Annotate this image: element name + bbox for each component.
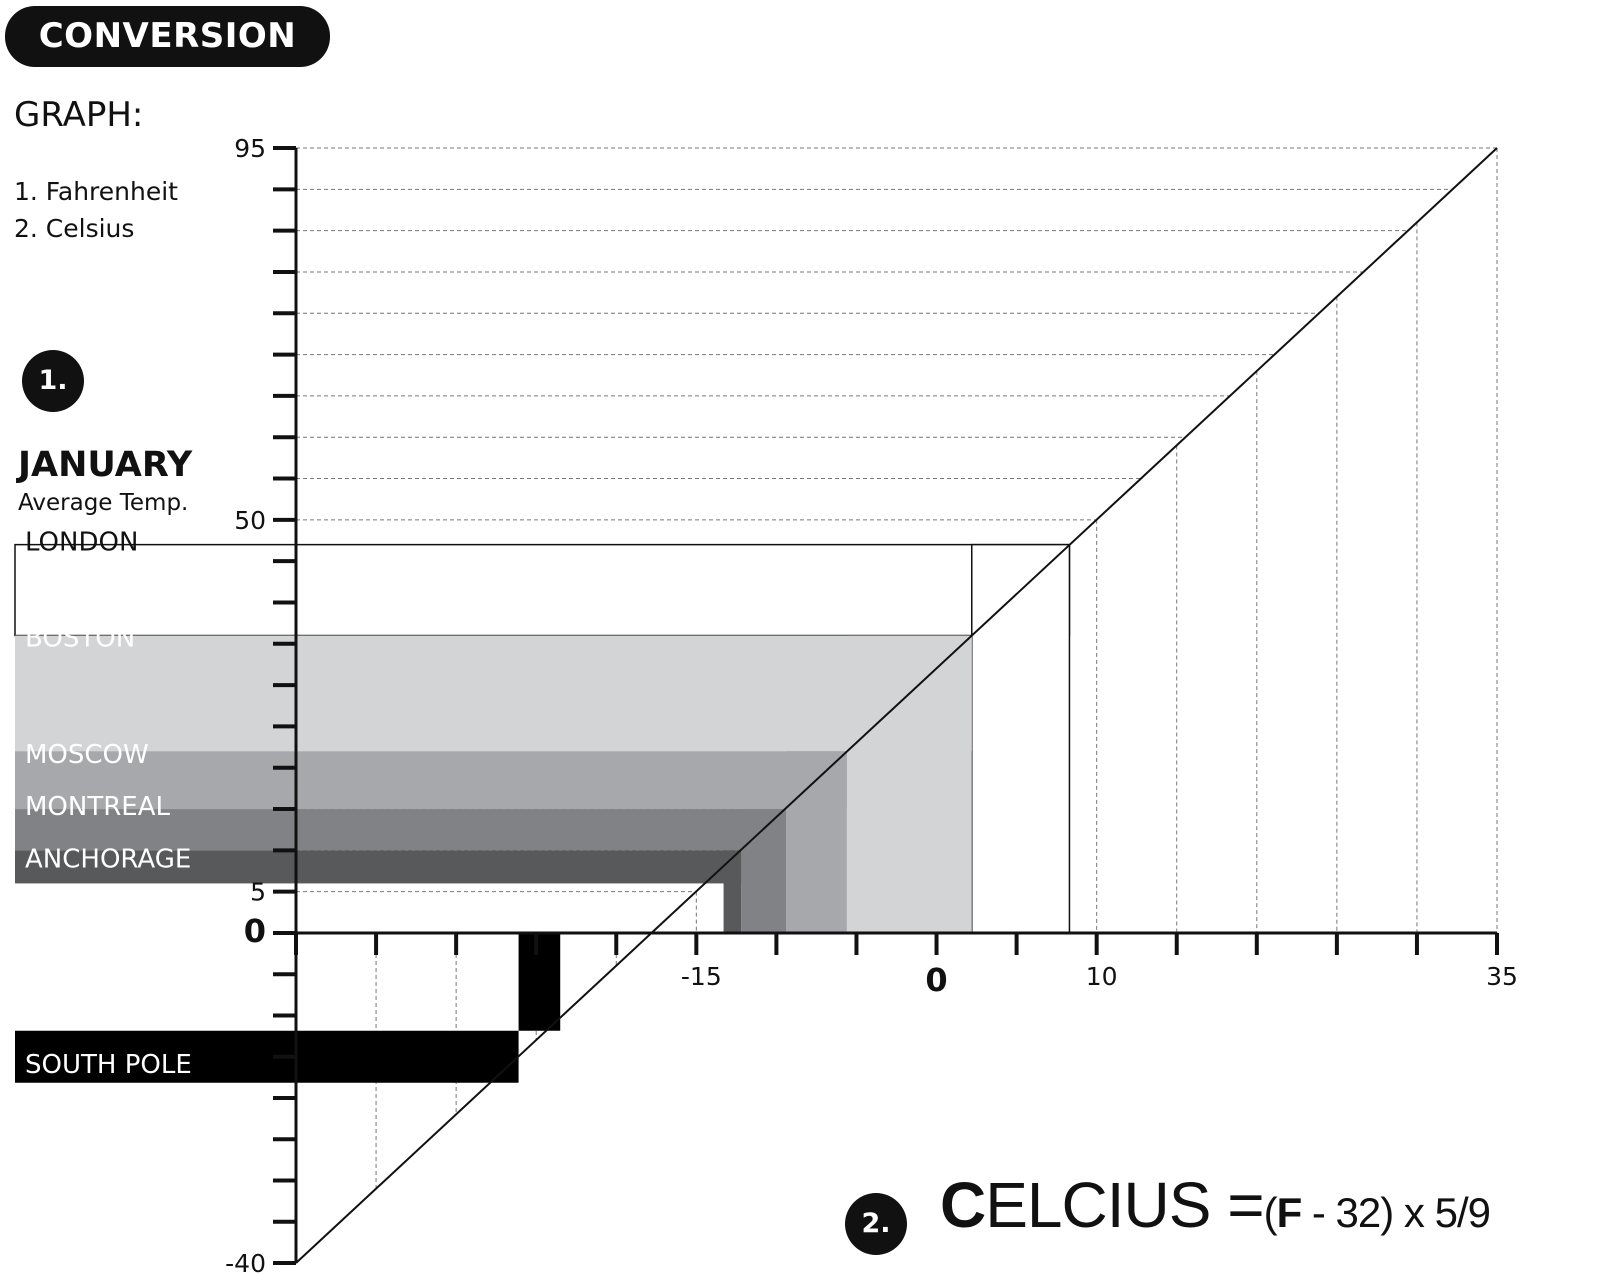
formula-first-letter: C — [940, 1169, 986, 1241]
formula-f: F — [1276, 1189, 1303, 1236]
graph-label: GRAPH: — [14, 95, 144, 135]
chart-subtitle: Average Temp. — [18, 490, 189, 516]
y-tick-label: 50 — [234, 506, 266, 535]
formula-expression: - 32) x 5/9 — [1301, 1189, 1491, 1236]
celsius-formula: CELCIUS =(F - 32) x 5/9 — [940, 1168, 1491, 1242]
x-tick-label: 35 — [1486, 962, 1518, 991]
bar-vertical-south-pole — [518, 933, 561, 1031]
bar-vertical-london — [971, 543, 1071, 934]
bar-vertical-moscow — [786, 751, 847, 933]
bar-label-moscow: MOSCOW — [25, 740, 149, 770]
number-badge-2: 2. — [845, 1193, 907, 1255]
bar-vertical-boston — [846, 635, 972, 933]
y-tick-label: 0 — [244, 912, 266, 950]
bar-horizontal-moscow — [15, 751, 847, 810]
conversion-badge: CONVERSION — [5, 6, 330, 67]
x-tick-label: -15 — [681, 962, 722, 991]
bar-label-south-pole: SOUTH POLE — [25, 1050, 192, 1080]
x-tick-label: 10 — [1086, 962, 1118, 991]
month-title: JANUARY — [18, 445, 193, 485]
bar-label-london: LONDON — [25, 528, 138, 558]
bar-horizontal-london — [14, 543, 1071, 637]
formula-rest: ELCIUS = — [985, 1169, 1264, 1241]
y-tick-label: -40 — [225, 1249, 266, 1273]
bar-label-boston: BOSTON — [25, 624, 135, 654]
x-tick-label: 0 — [925, 961, 947, 999]
bar-horizontal-anchorage — [15, 850, 742, 884]
bar-label-montreal: MONTREAL — [25, 792, 171, 822]
bar-label-anchorage: ANCHORAGE — [25, 844, 191, 874]
bar-vertical-anchorage — [723, 850, 742, 933]
number-badge-1: 1. — [22, 350, 84, 412]
conversion-line — [295, 147, 1498, 1264]
bar-horizontal-boston — [15, 635, 972, 752]
legend-celsius: 2. Celsius — [14, 214, 135, 243]
bar-horizontal-montreal — [15, 809, 787, 851]
bar-horizontal-south-pole — [15, 1030, 519, 1083]
legend-fahrenheit: 1. Fahrenheit — [14, 177, 178, 206]
y-tick-label: 95 — [234, 134, 266, 163]
formula-paren-open: ( — [1263, 1189, 1278, 1236]
y-tick-label: 5 — [250, 878, 266, 907]
